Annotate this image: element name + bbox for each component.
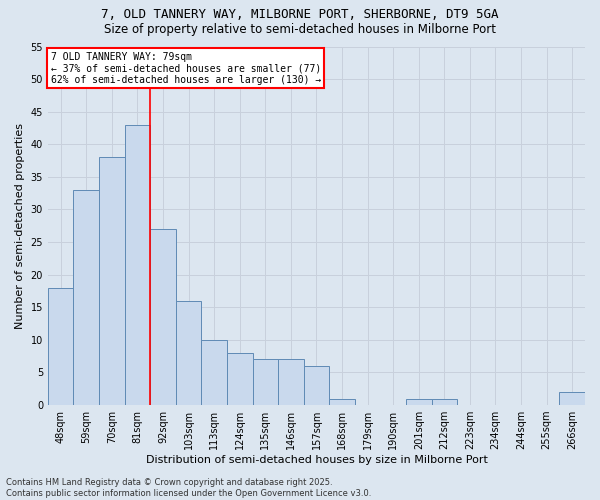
Bar [304,366,329,405]
Bar [176,301,202,405]
Bar [99,158,125,405]
Bar [253,360,278,405]
Bar [73,190,99,405]
Bar [202,340,227,405]
Bar [329,398,355,405]
X-axis label: Distribution of semi-detached houses by size in Milborne Port: Distribution of semi-detached houses by … [146,455,487,465]
Bar [406,398,431,405]
Bar [125,124,150,405]
Bar [278,360,304,405]
Text: 7 OLD TANNERY WAY: 79sqm
← 37% of semi-detached houses are smaller (77)
62% of s: 7 OLD TANNERY WAY: 79sqm ← 37% of semi-d… [50,52,321,85]
Bar [559,392,585,405]
Text: 7, OLD TANNERY WAY, MILBORNE PORT, SHERBORNE, DT9 5GA: 7, OLD TANNERY WAY, MILBORNE PORT, SHERB… [101,8,499,20]
Bar [431,398,457,405]
Text: Contains HM Land Registry data © Crown copyright and database right 2025.
Contai: Contains HM Land Registry data © Crown c… [6,478,371,498]
Bar [48,288,73,405]
Bar [150,229,176,405]
Y-axis label: Number of semi-detached properties: Number of semi-detached properties [15,123,25,329]
Text: Size of property relative to semi-detached houses in Milborne Port: Size of property relative to semi-detach… [104,22,496,36]
Bar [227,353,253,405]
